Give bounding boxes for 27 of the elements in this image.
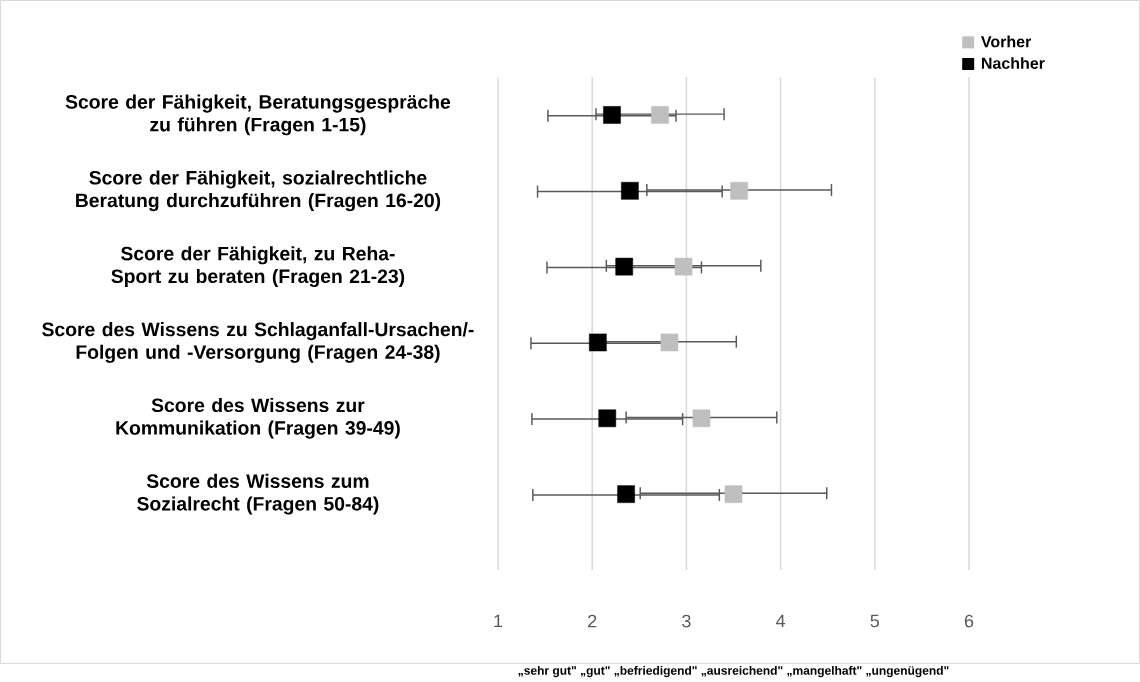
point: [603, 106, 621, 124]
x-tick-label: 2: [588, 614, 597, 628]
y-tick-label: Score des Wissens zur Kommunikation (Fragen 39-49): [116, 398, 400, 439]
y-tick-label: Score der Fähigkeit, sozialrechtliche Beratung durchzuführen (Fragen 16-20): [76, 170, 441, 212]
x-tick-label: 3: [682, 614, 691, 628]
y-tick-label: Score des Wissens zu Schlaganfall-Ursachen/-Folgen und -Versorgung (Fragen 24-38): [42, 322, 474, 364]
point: [724, 485, 743, 504]
point: [621, 182, 639, 200]
point: [651, 106, 669, 124]
y-tick-label: Score der Fähigkeit, Beratungsgespräche zu führen (Fragen 1-15): [65, 94, 451, 136]
point: [660, 333, 679, 352]
x-tick-label: 5: [870, 614, 880, 628]
x-tick-label: 6: [964, 614, 974, 628]
point: [674, 258, 693, 276]
legend-label: Nachher: [981, 57, 1045, 70]
x-tick-label: 4: [776, 614, 786, 628]
y-tick-label: Score des Wissens zum Sozialrecht (Fragen 50-84): [137, 473, 379, 515]
point: [598, 409, 617, 428]
point: [589, 333, 607, 352]
point: [730, 182, 748, 200]
x-axis-title: „sehr gut" „gut" „befriedigend" „ausreichend" „mangelhaft" „ungenügend": [518, 666, 949, 678]
point: [692, 409, 711, 428]
point: [617, 485, 635, 504]
legend-label: Vorher: [981, 35, 1032, 48]
y-tick-label: Score der Fähigkeit, zu Reha-Sport zu beraten (Fragen 21-23): [111, 246, 405, 288]
x-tick-label: 1: [494, 614, 503, 628]
point: [615, 258, 634, 276]
